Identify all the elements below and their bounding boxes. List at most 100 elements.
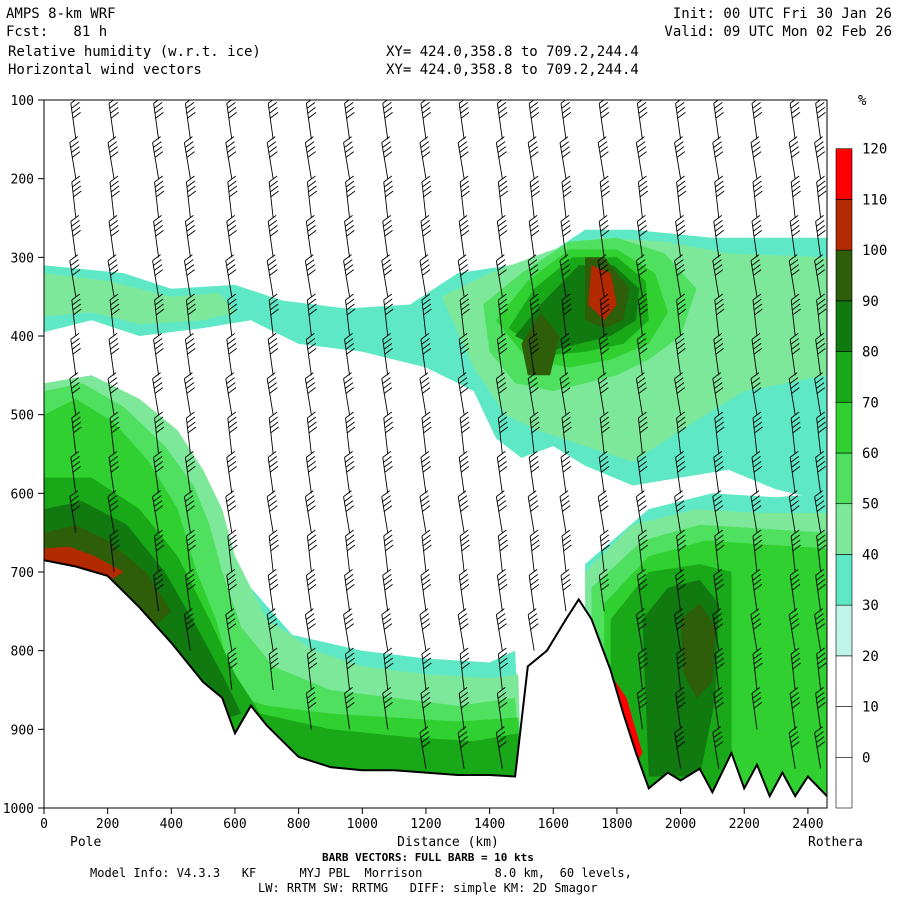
barb-flag [269, 347, 279, 355]
barb-flag [345, 505, 354, 513]
wind-barb [185, 293, 197, 337]
barb-flag [185, 264, 195, 272]
barb-flag [345, 293, 354, 301]
barb-flag [498, 465, 508, 473]
x-axis-title: Distance (km) [397, 835, 499, 850]
barb-flag [109, 151, 119, 159]
variable-title: Relative humidity (w.r.t. ice) [8, 44, 261, 60]
barb-staff [184, 457, 191, 494]
barb-staff [680, 100, 681, 101]
wind-barb [343, 490, 354, 533]
barb-flag [306, 450, 315, 458]
wind-barb [751, 214, 763, 258]
barb-flag [422, 298, 431, 306]
barb-flag [638, 269, 647, 277]
barb-flag [528, 495, 538, 503]
barb-flag [816, 505, 826, 513]
terrain-mask [44, 560, 827, 808]
barb-flag [70, 495, 79, 503]
x-tick-label: 2200 [729, 817, 760, 832]
barb-flag [751, 141, 760, 149]
barb-flag [499, 308, 509, 316]
wind-barb [69, 490, 81, 533]
barb-flag [816, 269, 826, 277]
barb-flag [227, 337, 236, 345]
barb-staff [184, 103, 191, 140]
barb-flag [814, 608, 823, 616]
barb-flag [71, 342, 81, 350]
barb-flag [460, 387, 469, 395]
barb-staff [560, 103, 567, 140]
barb-flag [226, 377, 235, 385]
barb-flag [561, 293, 571, 301]
barb-flag [307, 701, 317, 709]
barb-flag [639, 662, 649, 670]
barb-flag [269, 539, 279, 547]
barb-flag [714, 647, 724, 655]
barb-flag [600, 106, 609, 114]
barb-staff [226, 221, 233, 258]
barb-flag [600, 421, 610, 429]
barb-flag [70, 146, 80, 154]
barb-flag [498, 224, 507, 232]
y-tick-label: 500 [11, 409, 34, 424]
barb-flag [71, 460, 81, 468]
barb-flag [460, 416, 469, 424]
wind-barb [107, 372, 119, 415]
barb-flag [815, 332, 824, 340]
barb-flag [816, 106, 826, 114]
wind-barb [75, 100, 76, 101]
barb-flag [816, 696, 826, 704]
colorbar-tick-label: 100 [862, 243, 887, 259]
barb-flag [225, 254, 235, 262]
barb-staff [420, 339, 427, 376]
barb-flag [562, 465, 572, 473]
barb-staff [381, 614, 389, 651]
barb-flag [816, 652, 826, 660]
barb-flag [184, 136, 193, 144]
barb-staff [382, 693, 389, 730]
barb-staff [497, 181, 503, 219]
barb-flag [110, 465, 120, 473]
barb-flag [496, 608, 505, 616]
wind-barb-column [381, 100, 394, 730]
rh-region-90 [680, 603, 716, 698]
barb-staff [814, 732, 822, 769]
wind-barb [420, 214, 432, 258]
barb-flag [599, 101, 609, 109]
barb-staff [713, 339, 720, 376]
wind-barb [268, 293, 279, 337]
barb-staff [425, 100, 426, 101]
barb-flag [638, 696, 647, 704]
barb-flag [713, 214, 723, 222]
barb-flag [790, 647, 800, 655]
barb-flag [269, 111, 279, 119]
barb-staff [226, 575, 233, 612]
wind-barb [676, 293, 687, 337]
barb-flag [228, 303, 238, 311]
barb-flag [714, 696, 724, 704]
barb-flag [109, 101, 118, 109]
barb-flag [72, 465, 81, 473]
barb-flag [597, 372, 607, 380]
barb-flag [227, 411, 237, 419]
barb-staff [599, 299, 605, 337]
wind-barb [71, 411, 82, 455]
barb-flag [752, 387, 762, 395]
barb-flag [715, 426, 725, 434]
barb-flag [269, 269, 278, 277]
barb-flag [345, 224, 355, 232]
barb-flag [751, 495, 760, 503]
barb-flag [69, 372, 79, 380]
barb-flag [675, 377, 684, 385]
barb-flag [381, 372, 391, 380]
barb-flag [266, 254, 276, 262]
barb-flag [269, 623, 278, 631]
barb-flag [109, 269, 119, 277]
barb-flag [345, 387, 354, 395]
barb-flag [676, 578, 686, 586]
barb-staff [561, 181, 567, 219]
barb-flag [792, 63, 800, 69]
wind-barb [714, 647, 725, 691]
barb-flag [791, 652, 800, 660]
